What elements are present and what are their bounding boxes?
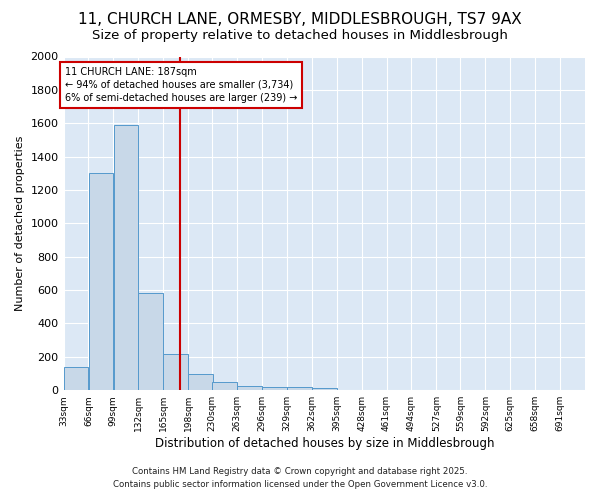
Bar <box>312 388 337 390</box>
Text: Contains HM Land Registry data © Crown copyright and database right 2025.
Contai: Contains HM Land Registry data © Crown c… <box>113 468 487 489</box>
Bar <box>287 387 311 390</box>
Y-axis label: Number of detached properties: Number of detached properties <box>15 136 25 311</box>
Text: 11 CHURCH LANE: 187sqm
← 94% of detached houses are smaller (3,734)
6% of semi-d: 11 CHURCH LANE: 187sqm ← 94% of detached… <box>65 66 298 103</box>
Bar <box>139 292 163 390</box>
Bar <box>262 387 287 390</box>
Bar <box>64 367 88 390</box>
X-axis label: Distribution of detached houses by size in Middlesbrough: Distribution of detached houses by size … <box>155 437 494 450</box>
Bar <box>89 174 113 390</box>
Text: 11, CHURCH LANE, ORMESBY, MIDDLESBROUGH, TS7 9AX: 11, CHURCH LANE, ORMESBY, MIDDLESBROUGH,… <box>78 12 522 28</box>
Bar <box>113 125 138 390</box>
Bar <box>237 386 262 390</box>
Bar <box>188 374 213 390</box>
Bar <box>212 382 237 390</box>
Text: Size of property relative to detached houses in Middlesbrough: Size of property relative to detached ho… <box>92 29 508 42</box>
Bar <box>163 354 188 390</box>
